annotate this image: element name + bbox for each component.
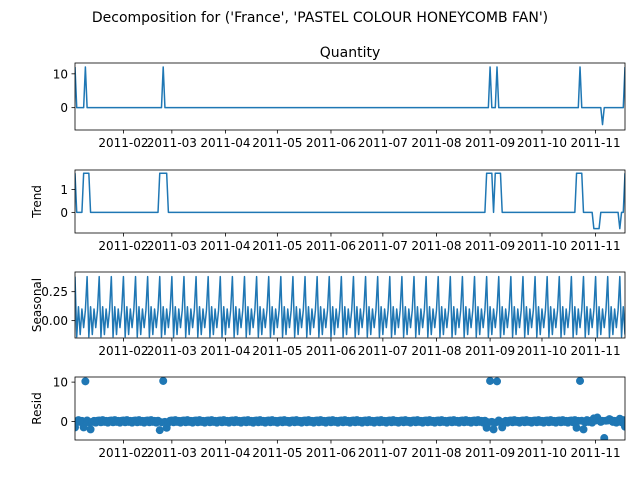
x-tick-label: 2011-08 [411,136,461,150]
x-tick-label: 2011-04 [200,136,250,150]
x-tick-label: 2011-11 [571,446,621,460]
x-tick-label: 2011-04 [200,239,250,253]
x-tick-label: 2011-04 [200,344,250,358]
x-tick-label: 2011-11 [571,344,621,358]
x-tick-label: 2011-05 [252,136,302,150]
figure-suptitle: Decomposition for ('France', 'PASTEL COL… [92,10,548,26]
resid-point [486,377,495,385]
y-tick-label: 0.25 [41,285,68,299]
x-tick-label: 2011-05 [252,446,302,460]
x-tick-label: 2011-07 [358,136,408,150]
panel-title: Quantity [320,45,381,61]
x-tick-label: 2011-10 [517,446,567,460]
y-tick-label: 0 [60,206,68,220]
x-tick-label: 2011-11 [571,136,621,150]
series-line [75,66,625,126]
x-tick-label: 2011-03 [147,239,197,253]
panel-data [75,275,625,338]
y-axis-label: Trend [30,185,44,219]
x-tick-label: 2011-07 [358,239,408,253]
x-tick-label: 2011-08 [411,344,461,358]
resid-point [159,377,168,385]
plot-frame [74,376,626,441]
plot-frame [74,271,626,339]
plot-frame [74,169,626,234]
plot-frame [74,62,626,131]
panel-data [75,66,625,126]
x-tick-label: 2011-02 [98,344,148,358]
x-tick-label: 2011-05 [252,239,302,253]
x-tick-label: 2011-07 [358,344,408,358]
y-tick-label: 0 [60,415,68,429]
x-tick-label: 2011-03 [147,136,197,150]
x-tick-label: 2011-10 [517,344,567,358]
resid-point [579,425,588,434]
y-tick-label: 1 [60,183,68,197]
series-line [75,172,625,230]
y-tick-label: 10 [53,67,68,81]
resid-point [600,434,609,440]
x-tick-label: 2011-02 [98,446,148,460]
x-tick-label: 2011-06 [306,344,356,358]
x-tick-label: 2011-08 [411,446,461,460]
resid-point [619,416,625,425]
y-axis-label: Resid [30,392,44,424]
y-tick-label: 10 [53,376,68,390]
x-tick-label: 2011-06 [306,239,356,253]
x-tick-label: 2011-10 [517,239,567,253]
resid-point [489,425,498,434]
x-tick-label: 2011-05 [252,344,302,358]
x-tick-label: 2011-10 [517,136,567,150]
panel-data [75,172,625,230]
resid-point [79,423,88,432]
resid-point [155,426,164,435]
y-tick-label: 0.00 [41,314,68,328]
series-line [75,275,625,338]
x-tick-label: 2011-06 [306,136,356,150]
y-axis-label: Seasonal [30,278,44,332]
panel-data [75,377,625,440]
x-tick-label: 2011-09 [465,344,515,358]
x-tick-label: 2011-08 [411,239,461,253]
x-tick-label: 2011-07 [358,446,408,460]
resid-point [572,423,581,432]
resid-point [576,377,585,385]
x-tick-label: 2011-11 [571,239,621,253]
x-tick-label: 2011-04 [200,446,250,460]
x-tick-label: 2011-09 [465,446,515,460]
x-tick-label: 2011-06 [306,446,356,460]
y-tick-label: 0 [60,101,68,115]
x-tick-label: 2011-09 [465,136,515,150]
x-tick-label: 2011-03 [147,446,197,460]
x-tick-label: 2011-03 [147,344,197,358]
resid-point [621,422,625,431]
x-tick-label: 2011-02 [98,239,148,253]
resid-point [493,377,502,386]
x-tick-label: 2011-02 [98,136,148,150]
x-tick-label: 2011-09 [465,239,515,253]
resid-point [81,377,90,386]
resid-point [86,425,95,434]
